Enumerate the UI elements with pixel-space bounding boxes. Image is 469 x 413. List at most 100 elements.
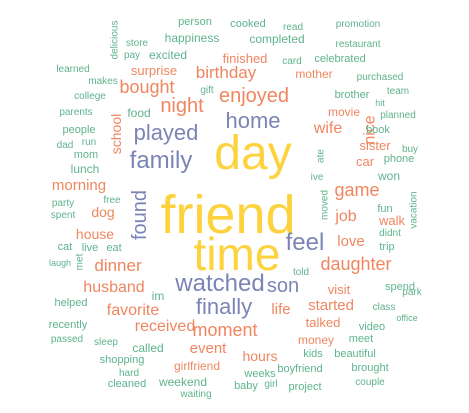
word-video: video (359, 321, 385, 333)
word-helped: helped (54, 297, 87, 309)
word-makes: makes (88, 76, 117, 87)
word-car: car (356, 154, 375, 169)
word-celebrated: celebrated (314, 53, 365, 65)
word-free: free (103, 195, 121, 206)
word-won: won (377, 169, 400, 183)
word-family: family (130, 147, 193, 174)
word-kids: kids (303, 348, 323, 360)
word-parents: parents (59, 107, 92, 118)
word-weeks: weeks (243, 368, 276, 380)
word-talked: talked (306, 315, 341, 330)
word-trip: trip (379, 241, 394, 253)
word-time: time (194, 228, 281, 280)
word-weekend: weekend (158, 375, 207, 389)
word-game: game (334, 180, 379, 200)
word-recently: recently (49, 319, 88, 331)
word-friend: friend (160, 185, 295, 245)
word-birthday: birthday (196, 63, 257, 82)
word-enjoyed: enjoyed (219, 85, 289, 107)
word-meet: meet (349, 333, 373, 345)
word-hours: hours (242, 348, 277, 364)
word-store: store (126, 38, 149, 49)
word-didnt: didnt (379, 228, 401, 239)
word-surprise: surprise (131, 63, 177, 78)
word-cleaned: cleaned (108, 378, 147, 390)
word-found: found (129, 190, 151, 240)
word-started: started (308, 297, 354, 314)
word-mother: mother (295, 67, 332, 81)
word-excited: excited (149, 48, 187, 62)
word-vacation: vacation (409, 191, 420, 228)
word-ate: ate (316, 149, 327, 163)
word-money: money (298, 333, 334, 347)
word-fun: fun (377, 203, 392, 215)
word-son: son (267, 275, 299, 297)
word-finally: finally (196, 294, 252, 319)
word-dinner: dinner (94, 256, 142, 275)
word-couple: couple (355, 377, 385, 388)
word-brother: brother (335, 89, 370, 101)
word-dog: dog (91, 204, 114, 220)
word-movie: movie (328, 105, 360, 119)
word-park: park (402, 287, 422, 298)
word-met: met (75, 253, 86, 270)
word-girl: girl (264, 379, 277, 390)
word-dad: dad (57, 140, 74, 151)
word-watched: watched (174, 270, 264, 297)
word-cooked: cooked (230, 18, 265, 30)
word-house: house (76, 226, 114, 242)
word-hit: hit (375, 98, 385, 108)
word-live: live (82, 242, 99, 254)
word-wife: wife (313, 120, 343, 137)
word-job: job (334, 208, 356, 225)
word-moment: moment (192, 320, 257, 340)
word-phone: phone (384, 153, 415, 165)
word-feel: feel (286, 229, 325, 256)
word-morning: morning (52, 177, 106, 194)
word-ive: ive (311, 172, 324, 183)
word-laugh: laugh (49, 258, 71, 268)
word-class: class (373, 302, 396, 313)
word-run: run (82, 137, 96, 148)
word-lunch: lunch (71, 162, 100, 176)
word-shopping: shopping (100, 354, 145, 366)
word-moved: moved (320, 190, 331, 220)
word-read: read (283, 22, 303, 33)
word-called: called (132, 341, 163, 355)
word-girlfriend: girlfriend (174, 359, 220, 373)
word-im: im (152, 289, 165, 303)
word-planned: planned (380, 110, 416, 121)
word-person: person (178, 16, 212, 28)
word-buy: buy (402, 144, 418, 155)
word-purchased: purchased (357, 72, 404, 83)
word-night: night (160, 95, 204, 117)
word-spent: spent (51, 210, 76, 221)
word-mom: mom (74, 149, 98, 161)
word-boyfriend: boyfriend (277, 363, 322, 375)
word-promotion: promotion (336, 19, 380, 30)
word-event: event (190, 340, 228, 357)
word-life: life (271, 301, 290, 318)
word-completed: completed (249, 32, 304, 46)
word-restaurant: restaurant (335, 39, 380, 50)
word-visit: visit (328, 282, 351, 297)
word-daughter: daughter (320, 254, 391, 274)
word-waiting: waiting (179, 389, 211, 400)
word-eat: eat (106, 242, 121, 254)
word-sister: sister (359, 138, 391, 153)
word-gift: gift (200, 85, 214, 96)
word-delicious: delicious (110, 21, 121, 60)
word-college: college (74, 91, 106, 102)
word-favorite: favorite (107, 302, 160, 319)
word-passed: passed (51, 334, 83, 345)
word-pay: pay (124, 50, 140, 61)
word-cat: cat (58, 241, 73, 253)
word-people: people (62, 124, 95, 136)
word-book: book (366, 124, 390, 136)
word-finished: finished (223, 51, 268, 66)
word-walk: walk (378, 213, 406, 228)
word-learned: learned (56, 64, 89, 75)
word-project: project (288, 381, 321, 393)
word-received: received (135, 318, 195, 335)
word-spend: spend (385, 281, 415, 293)
